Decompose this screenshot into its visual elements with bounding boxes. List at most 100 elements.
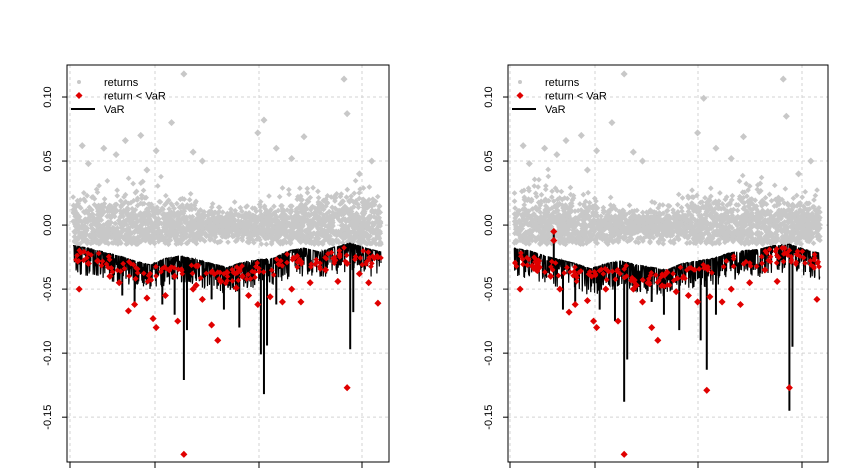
return-point <box>310 216 317 223</box>
exceedance-marker-33 <box>180 450 188 458</box>
exceedance-marker-14 <box>198 295 206 303</box>
exceedance-marker-12 <box>174 317 182 325</box>
return-point <box>231 199 238 205</box>
return-point <box>739 172 746 179</box>
y-tick-label-2: 0.00 <box>483 214 495 235</box>
return-point <box>371 214 377 220</box>
legend-var-label: VaR <box>545 104 566 116</box>
exceedance-marker-15 <box>208 321 216 329</box>
exceedance-marker-7 <box>143 294 151 302</box>
return-point <box>758 174 765 181</box>
return-point <box>511 190 518 196</box>
y-tick-label-0: 0.10 <box>42 86 54 107</box>
return-point <box>143 194 149 201</box>
return-point <box>215 204 222 211</box>
return-point <box>545 173 552 180</box>
return-point <box>225 239 231 245</box>
return-outlier-20 <box>807 157 815 165</box>
exceedance-marker-30 <box>365 279 373 287</box>
return-point <box>263 241 270 248</box>
return-outlier-2 <box>100 144 108 152</box>
return-point <box>158 173 164 180</box>
y-axis: 0.100.050.00-0.05-0.10-0.15 <box>42 86 67 430</box>
return-point <box>162 192 169 199</box>
legend-exceedance-label: return < VaR <box>104 91 166 103</box>
legend-var-label: VaR <box>104 104 125 116</box>
var-series <box>73 242 382 395</box>
return-outlier-12 <box>694 129 702 137</box>
y-tick-label-2: 0.00 <box>42 214 54 235</box>
exceedance-marker-6 <box>131 300 139 309</box>
return-point <box>228 206 234 213</box>
return-point <box>585 189 591 196</box>
return-point <box>118 202 124 209</box>
return-point <box>771 182 778 189</box>
legend-exceedance-marker <box>516 91 524 100</box>
return-point <box>353 210 360 217</box>
return-point <box>133 188 140 195</box>
return-point <box>122 191 129 198</box>
return-point <box>802 189 809 195</box>
return-outlier-5 <box>577 131 585 139</box>
return-point <box>237 229 244 236</box>
x-axis <box>69 462 363 468</box>
return-point <box>542 186 549 193</box>
exceedance-marker-19 <box>245 291 253 300</box>
exceedance-marker-14 <box>648 323 656 332</box>
return-outlier-7 <box>152 147 160 155</box>
return-outlier-3 <box>112 151 120 159</box>
exceedance-marker-33 <box>813 295 821 303</box>
return-point <box>359 238 366 245</box>
left-var-panel: 0.100.050.00-0.05-0.10-0.15returnsreturn… <box>42 64 390 468</box>
y-tick-label-1: 0.05 <box>42 150 54 171</box>
return-point <box>736 178 743 185</box>
return-point <box>151 240 158 247</box>
return-point <box>367 240 374 247</box>
y-tick-label-0: 0.10 <box>483 86 495 107</box>
return-outlier-5 <box>137 131 145 139</box>
legend-returns-label: returns <box>545 77 580 89</box>
return-point <box>536 176 542 183</box>
return-point <box>352 177 359 184</box>
return-point <box>80 190 87 196</box>
return-point <box>219 209 226 216</box>
return-point <box>165 198 171 205</box>
return-point <box>140 187 147 194</box>
return-point <box>276 193 283 200</box>
return-point <box>288 227 295 234</box>
return-outlier-6 <box>583 166 591 174</box>
return-point <box>279 185 286 191</box>
return-point <box>607 194 614 201</box>
exceedance-marker-8 <box>149 315 157 323</box>
return-outlier-7 <box>593 147 601 155</box>
return-point <box>366 184 373 190</box>
return-outlier-19 <box>355 170 363 178</box>
return-outlier-11 <box>198 157 206 165</box>
return-point <box>134 202 141 209</box>
return-outlier-10 <box>189 148 197 156</box>
return-point <box>286 191 292 198</box>
return-outlier-4 <box>562 137 570 145</box>
return-point <box>350 204 357 210</box>
return-point <box>306 239 313 246</box>
return-point <box>229 233 236 240</box>
exceedance-marker-23 <box>736 300 744 309</box>
return-point <box>257 236 263 243</box>
y-tick-label-4: -0.10 <box>483 341 495 366</box>
return-point <box>141 200 147 207</box>
return-outlier-17 <box>340 75 348 83</box>
return-outlier-10 <box>629 148 637 156</box>
exceedance-marker-9 <box>593 323 601 332</box>
return-point <box>142 226 149 232</box>
return-point <box>201 238 208 244</box>
y-tick-label-1: 0.05 <box>483 150 495 171</box>
return-point <box>101 196 108 202</box>
return-outlier-0 <box>78 142 86 150</box>
exceedance-marker-31 <box>374 299 382 307</box>
return-point <box>734 207 741 214</box>
return-point <box>302 201 309 208</box>
return-point <box>114 187 120 194</box>
return-point <box>120 213 126 220</box>
return-point <box>675 191 682 198</box>
return-outlier-2 <box>541 144 549 152</box>
